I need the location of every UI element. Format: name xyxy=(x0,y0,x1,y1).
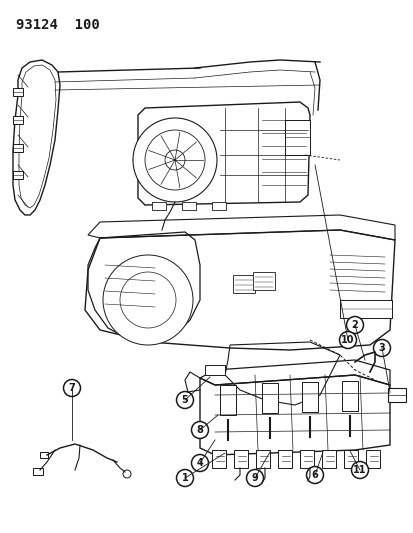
Bar xyxy=(255,450,269,468)
Bar xyxy=(299,450,313,468)
Circle shape xyxy=(306,466,323,483)
Bar xyxy=(13,144,23,152)
Text: 4: 4 xyxy=(196,458,203,468)
Circle shape xyxy=(246,470,263,487)
Bar xyxy=(33,468,43,475)
Bar xyxy=(204,365,224,375)
Text: 10: 10 xyxy=(340,335,354,345)
Bar xyxy=(252,272,274,290)
Circle shape xyxy=(123,470,131,478)
Bar xyxy=(152,202,166,210)
Text: 3: 3 xyxy=(378,343,385,353)
Text: 7: 7 xyxy=(69,383,75,393)
Bar xyxy=(233,275,254,293)
Bar xyxy=(219,385,235,415)
Circle shape xyxy=(351,462,368,479)
Bar xyxy=(321,450,335,468)
Circle shape xyxy=(133,118,216,202)
Bar xyxy=(211,450,225,468)
Bar xyxy=(343,450,357,468)
Circle shape xyxy=(145,130,204,190)
Circle shape xyxy=(63,379,80,397)
Text: 9: 9 xyxy=(251,473,258,483)
Bar xyxy=(339,300,391,318)
Circle shape xyxy=(176,392,193,408)
Bar xyxy=(40,452,48,458)
Bar xyxy=(13,171,23,179)
Bar xyxy=(233,450,247,468)
Circle shape xyxy=(120,272,176,328)
Circle shape xyxy=(191,422,208,439)
Bar xyxy=(301,382,317,412)
Bar xyxy=(341,381,357,411)
Text: 2: 2 xyxy=(351,320,358,330)
Circle shape xyxy=(339,332,356,349)
Text: 5: 5 xyxy=(181,395,188,405)
Circle shape xyxy=(373,340,389,357)
Circle shape xyxy=(346,317,363,334)
Bar xyxy=(261,383,277,413)
Circle shape xyxy=(165,150,185,170)
Bar xyxy=(365,450,379,468)
Circle shape xyxy=(176,470,193,487)
Bar xyxy=(13,116,23,124)
Text: 6: 6 xyxy=(311,470,318,480)
Bar xyxy=(182,202,195,210)
Text: 93124  100: 93124 100 xyxy=(16,18,100,32)
Bar xyxy=(277,450,291,468)
Text: 1: 1 xyxy=(181,473,188,483)
Bar xyxy=(211,202,225,210)
Circle shape xyxy=(191,455,208,472)
Bar xyxy=(13,88,23,96)
Text: 8: 8 xyxy=(196,425,203,435)
Text: 11: 11 xyxy=(352,465,366,475)
Bar xyxy=(284,120,309,155)
Circle shape xyxy=(103,255,192,345)
Bar xyxy=(387,388,405,402)
